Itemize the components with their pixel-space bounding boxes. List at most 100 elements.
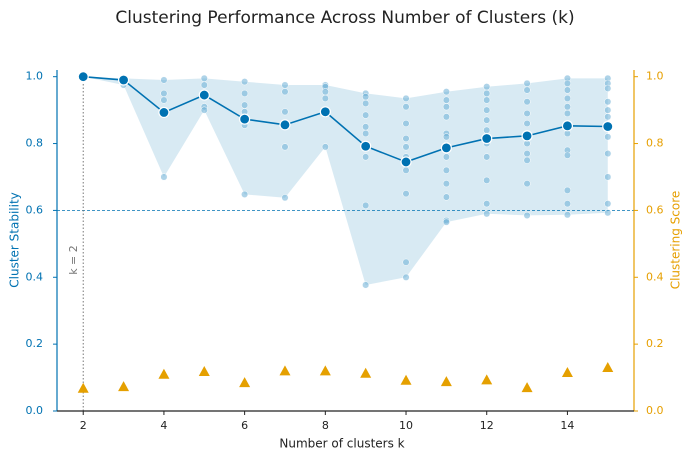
y2-tick-label: 1.0	[646, 70, 664, 83]
run-point	[402, 273, 410, 281]
chart-title: Clustering Performance Across Number of …	[115, 8, 574, 28]
run-point	[523, 156, 531, 164]
run-point	[563, 79, 571, 87]
mean-marker	[319, 106, 331, 118]
run-point	[160, 76, 168, 84]
run-point	[402, 166, 410, 174]
run-point	[604, 98, 612, 106]
run-point	[442, 133, 450, 141]
run-point	[402, 94, 410, 102]
run-point	[563, 186, 571, 194]
run-point	[442, 103, 450, 111]
run-point	[442, 96, 450, 104]
mean-marker	[239, 113, 251, 125]
mean-marker	[77, 71, 89, 83]
run-point	[483, 96, 491, 104]
score-marker	[360, 367, 372, 378]
y2-tick-label: 0.6	[646, 203, 664, 216]
y2-tick-label: 0.8	[646, 137, 664, 150]
run-point	[160, 89, 168, 97]
run-point	[483, 126, 491, 134]
mean-marker	[440, 142, 452, 154]
score-marker	[198, 366, 210, 377]
run-point	[604, 200, 612, 208]
run-point	[362, 153, 370, 161]
run-point	[604, 106, 612, 114]
band	[83, 76, 608, 285]
run-point	[483, 210, 491, 218]
mean-marker	[279, 119, 291, 131]
run-point	[160, 173, 168, 181]
run-point	[362, 99, 370, 107]
run-point	[483, 153, 491, 161]
y-tick-label: 0.0	[26, 404, 44, 417]
run-point	[523, 150, 531, 158]
score-marker	[118, 381, 130, 392]
run-point	[160, 96, 168, 104]
x-tick-label: 10	[399, 419, 413, 432]
y-tick-label: 0.2	[26, 337, 44, 350]
score-marker	[481, 374, 493, 385]
run-point	[281, 108, 289, 116]
run-point	[200, 81, 208, 89]
x-tick-label: 8	[322, 419, 329, 432]
run-point	[241, 101, 249, 109]
y2-tick-label: 0.4	[646, 270, 664, 283]
run-point	[362, 111, 370, 119]
run-point	[442, 166, 450, 174]
run-point	[523, 211, 531, 219]
run-point	[281, 143, 289, 151]
score-marker	[77, 382, 89, 393]
run-point	[402, 258, 410, 266]
y2-tick-label: 0.2	[646, 337, 664, 350]
run-point	[523, 109, 531, 118]
mean-marker	[481, 132, 493, 145]
run-point	[483, 83, 491, 91]
run-point	[483, 89, 491, 97]
run-point	[563, 94, 571, 102]
score-marker	[440, 376, 452, 387]
run-point	[200, 74, 208, 82]
run-point	[362, 123, 370, 131]
run-point	[563, 86, 571, 94]
run-point	[402, 119, 410, 128]
run-point	[523, 180, 531, 188]
run-point	[523, 98, 531, 106]
mean-marker	[561, 120, 574, 132]
run-point	[523, 86, 531, 94]
mean-marker	[400, 156, 412, 168]
run-point	[241, 78, 249, 86]
y2-axis-label: Clustering Score	[669, 191, 683, 290]
run-point	[442, 113, 450, 121]
run-point	[442, 153, 450, 161]
run-point	[523, 119, 531, 128]
score-marker	[239, 377, 251, 388]
run-point	[604, 113, 612, 121]
score-marker	[158, 368, 170, 379]
run-point	[321, 94, 329, 102]
run-point	[442, 218, 450, 226]
run-point	[483, 200, 491, 208]
run-point	[483, 176, 491, 184]
mean-line	[83, 75, 608, 163]
y2-tick-label: 0.0	[646, 404, 664, 417]
run-point	[604, 84, 612, 92]
score-marker	[561, 367, 573, 378]
run-point	[200, 106, 208, 114]
y-tick-label: 0.6	[26, 203, 44, 216]
x-tick-label: 14	[560, 419, 574, 432]
run-point	[321, 88, 329, 96]
run-point	[604, 133, 612, 141]
mean-marker	[521, 130, 533, 142]
score-marker	[400, 374, 412, 385]
run-point	[563, 151, 571, 159]
run-point	[563, 103, 571, 111]
x-axis-label: Number of clusters k	[279, 437, 404, 451]
mean-marker	[158, 106, 170, 119]
y-axis-label: Cluster Stability	[8, 192, 22, 288]
x-tick-label: 6	[241, 419, 248, 432]
run-point	[563, 109, 571, 118]
run-point	[402, 190, 410, 198]
run-point	[604, 150, 612, 158]
